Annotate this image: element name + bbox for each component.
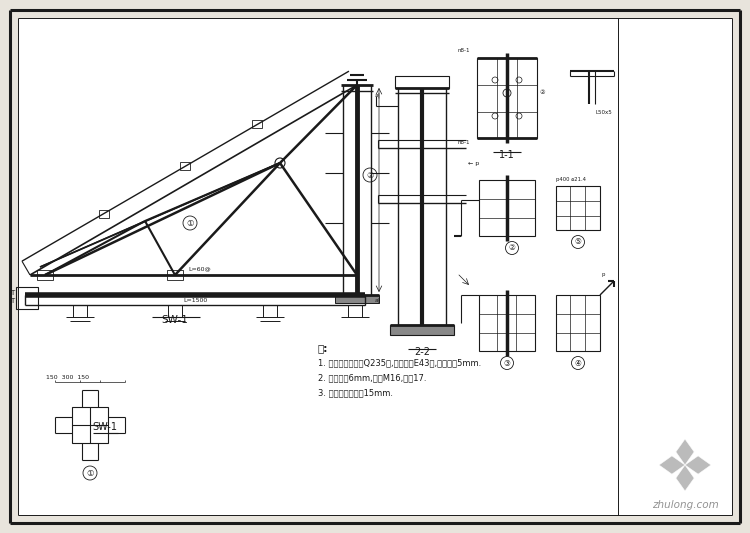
Text: ②: ② (540, 91, 545, 95)
Text: 注:: 注: (318, 343, 328, 353)
Text: 1. 钢材、焊条选用Q235钢,焊条采用E43型,焊缝高度5mm.: 1. 钢材、焊条选用Q235钢,焊条采用E43型,焊缝高度5mm. (318, 358, 482, 367)
Text: L50x5: L50x5 (595, 110, 612, 115)
Text: ← p: ← p (468, 160, 479, 166)
Text: a|: a| (375, 92, 381, 98)
Polygon shape (676, 439, 694, 465)
Text: ①: ① (186, 219, 194, 228)
Text: zhulong.com: zhulong.com (652, 500, 718, 510)
Polygon shape (685, 456, 711, 474)
Circle shape (275, 158, 285, 168)
Text: T: T (10, 290, 14, 296)
Polygon shape (676, 465, 694, 491)
Bar (37, 270, 53, 280)
Bar (167, 270, 183, 280)
Text: n8-1: n8-1 (457, 140, 470, 145)
Bar (556, 295, 600, 351)
Text: p400 ⌀21.4: p400 ⌀21.4 (556, 177, 586, 182)
Text: p: p (602, 272, 605, 277)
Text: T: T (10, 298, 14, 304)
Text: ②: ② (366, 171, 374, 180)
Bar (479, 295, 535, 351)
Bar (335, 295, 379, 303)
Text: 1-1: 1-1 (500, 150, 514, 160)
Text: 2-2: 2-2 (414, 347, 430, 357)
Text: n8-1: n8-1 (457, 48, 470, 53)
Text: ①: ① (86, 469, 94, 478)
Text: L=1500: L=1500 (183, 297, 207, 303)
Bar (390, 325, 454, 335)
Bar (253, 120, 262, 128)
Bar (99, 209, 109, 217)
Bar (16, 287, 38, 309)
Bar (72, 407, 108, 443)
Text: a|: a| (375, 297, 381, 303)
Text: 150  300  150: 150 300 150 (46, 375, 89, 380)
Text: ③: ③ (503, 359, 511, 367)
Text: L=60@: L=60@ (189, 266, 211, 271)
Text: SW-1: SW-1 (161, 315, 188, 325)
Bar (181, 162, 190, 170)
Bar (395, 76, 449, 88)
Polygon shape (659, 456, 685, 474)
Bar (479, 180, 535, 236)
Bar (556, 186, 600, 230)
Text: 3. 钢柱混凝土包角15mm.: 3. 钢柱混凝土包角15mm. (318, 388, 393, 397)
Text: ⑤: ⑤ (574, 238, 581, 246)
Bar (477, 58, 537, 138)
Text: ④: ④ (574, 359, 581, 367)
Text: 2. 连接板厚6mm,螺栓M16,孔径17.: 2. 连接板厚6mm,螺栓M16,孔径17. (318, 373, 427, 382)
Text: ②: ② (509, 244, 515, 253)
Text: SW-1: SW-1 (92, 422, 118, 432)
